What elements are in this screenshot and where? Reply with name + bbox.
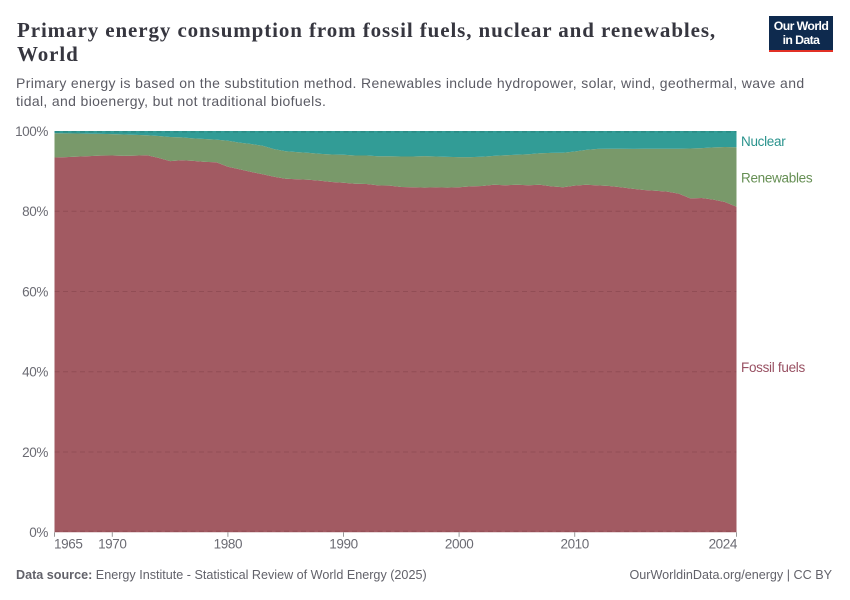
svg-text:2024: 2024 (709, 537, 738, 552)
svg-text:40%: 40% (22, 365, 48, 380)
svg-text:1990: 1990 (329, 537, 357, 552)
svg-text:80%: 80% (22, 204, 48, 219)
svg-text:1970: 1970 (98, 537, 126, 552)
svg-text:0%: 0% (29, 525, 48, 540)
svg-text:2000: 2000 (445, 537, 473, 552)
svg-text:60%: 60% (22, 284, 48, 299)
svg-text:Renewables: Renewables (741, 171, 813, 186)
svg-text:2010: 2010 (560, 537, 588, 552)
svg-text:Fossil fuels: Fossil fuels (741, 360, 805, 375)
svg-text:Nuclear: Nuclear (741, 134, 786, 149)
svg-text:20%: 20% (22, 445, 48, 460)
svg-text:100%: 100% (15, 124, 48, 139)
svg-text:1980: 1980 (214, 537, 242, 552)
svg-text:1965: 1965 (54, 537, 82, 552)
